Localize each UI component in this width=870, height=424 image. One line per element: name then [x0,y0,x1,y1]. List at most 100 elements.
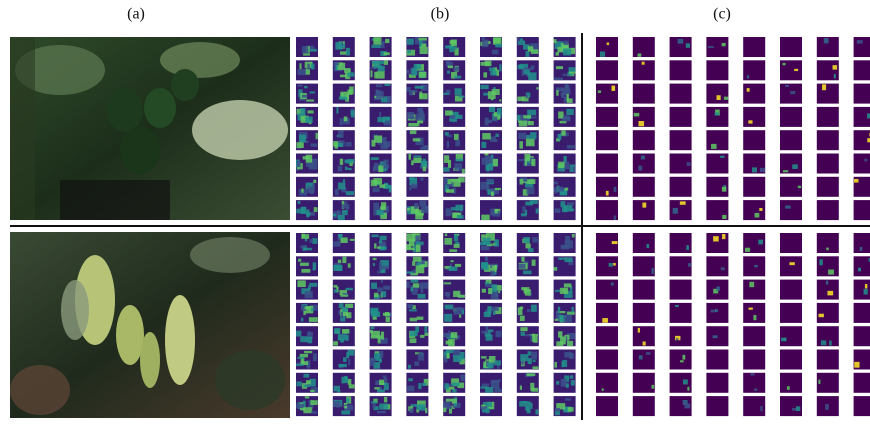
activation [491,191,494,196]
feature-map [517,373,539,393]
activation [680,360,684,362]
feature-map-bg [633,130,655,150]
feature-map-bg [633,84,655,104]
activation [298,69,307,75]
activation [554,39,557,43]
activation [333,214,336,217]
activation [745,248,750,252]
activation [566,109,574,115]
activation [443,167,449,171]
feature-map [443,256,465,276]
activation [525,51,529,57]
activation [413,257,422,262]
activation [444,383,449,389]
activation [425,408,427,413]
feature-map [854,37,870,57]
feature-map [817,326,839,346]
feature-map [370,200,392,220]
feature-map [296,60,318,80]
activation [568,407,574,412]
feature-map [743,396,765,416]
activation [558,257,566,259]
activation [373,258,377,260]
activation [296,142,300,148]
feature-map [780,177,802,197]
feature-map [854,350,870,370]
feature-map-bg [706,256,728,276]
activation [864,159,867,161]
feature-map [517,37,539,57]
activation [334,62,339,65]
activation [720,156,724,158]
activation [556,90,558,96]
activation [486,326,488,333]
feature-map-bg [706,84,728,104]
activation [821,340,826,345]
feature-map [554,373,576,393]
activation [526,95,528,98]
feature-map-bg [670,130,692,150]
activation [865,284,867,288]
feature-map [406,154,428,174]
activation [453,355,461,362]
activation [343,357,347,362]
activation [646,352,651,355]
activation [407,271,413,273]
activation [339,97,347,100]
activation [381,202,386,210]
activation [525,159,527,166]
activation [313,353,317,361]
activation [486,179,493,183]
activation [420,47,428,54]
activation [638,328,640,333]
feature-map [670,256,692,276]
activation [341,410,350,414]
activation [825,404,829,410]
activation [567,94,569,102]
activation [483,93,488,96]
feature-map-bg [854,303,870,323]
feature-map [706,60,728,80]
activation [752,167,757,172]
activation [854,362,859,368]
activation [338,166,342,172]
feature-map [596,326,618,346]
feature-map-bg [854,37,870,57]
feature-map [633,350,655,370]
feature-map [596,37,618,57]
feature-map [443,154,465,174]
activation [419,404,426,410]
feature-map [817,37,839,57]
feature-map [517,396,539,416]
feature-map [817,154,839,174]
feature-map-bg [670,350,692,370]
activation [520,354,528,361]
feature-map [406,84,428,104]
feature-map [706,233,728,253]
activation [798,186,801,188]
feature-map [517,280,539,300]
activation [414,203,418,209]
feature-map [817,233,839,253]
feature-map [596,396,618,416]
feature-map [333,256,355,276]
feature-map-bg [633,233,655,253]
activation [306,380,311,384]
activation [520,38,523,41]
feature-map [333,60,355,80]
activation [789,262,794,265]
feature-map [517,84,539,104]
activation [300,336,308,342]
activation [567,145,575,148]
activation [558,111,563,118]
activation [531,159,535,166]
feature-map [443,303,465,323]
feature-map [817,350,839,370]
activation [686,43,690,48]
feature-map-bg [743,326,765,346]
activation [520,385,522,389]
feature-map-bg [817,177,839,197]
activation [647,244,650,248]
activation [454,76,461,79]
activation [747,88,750,92]
